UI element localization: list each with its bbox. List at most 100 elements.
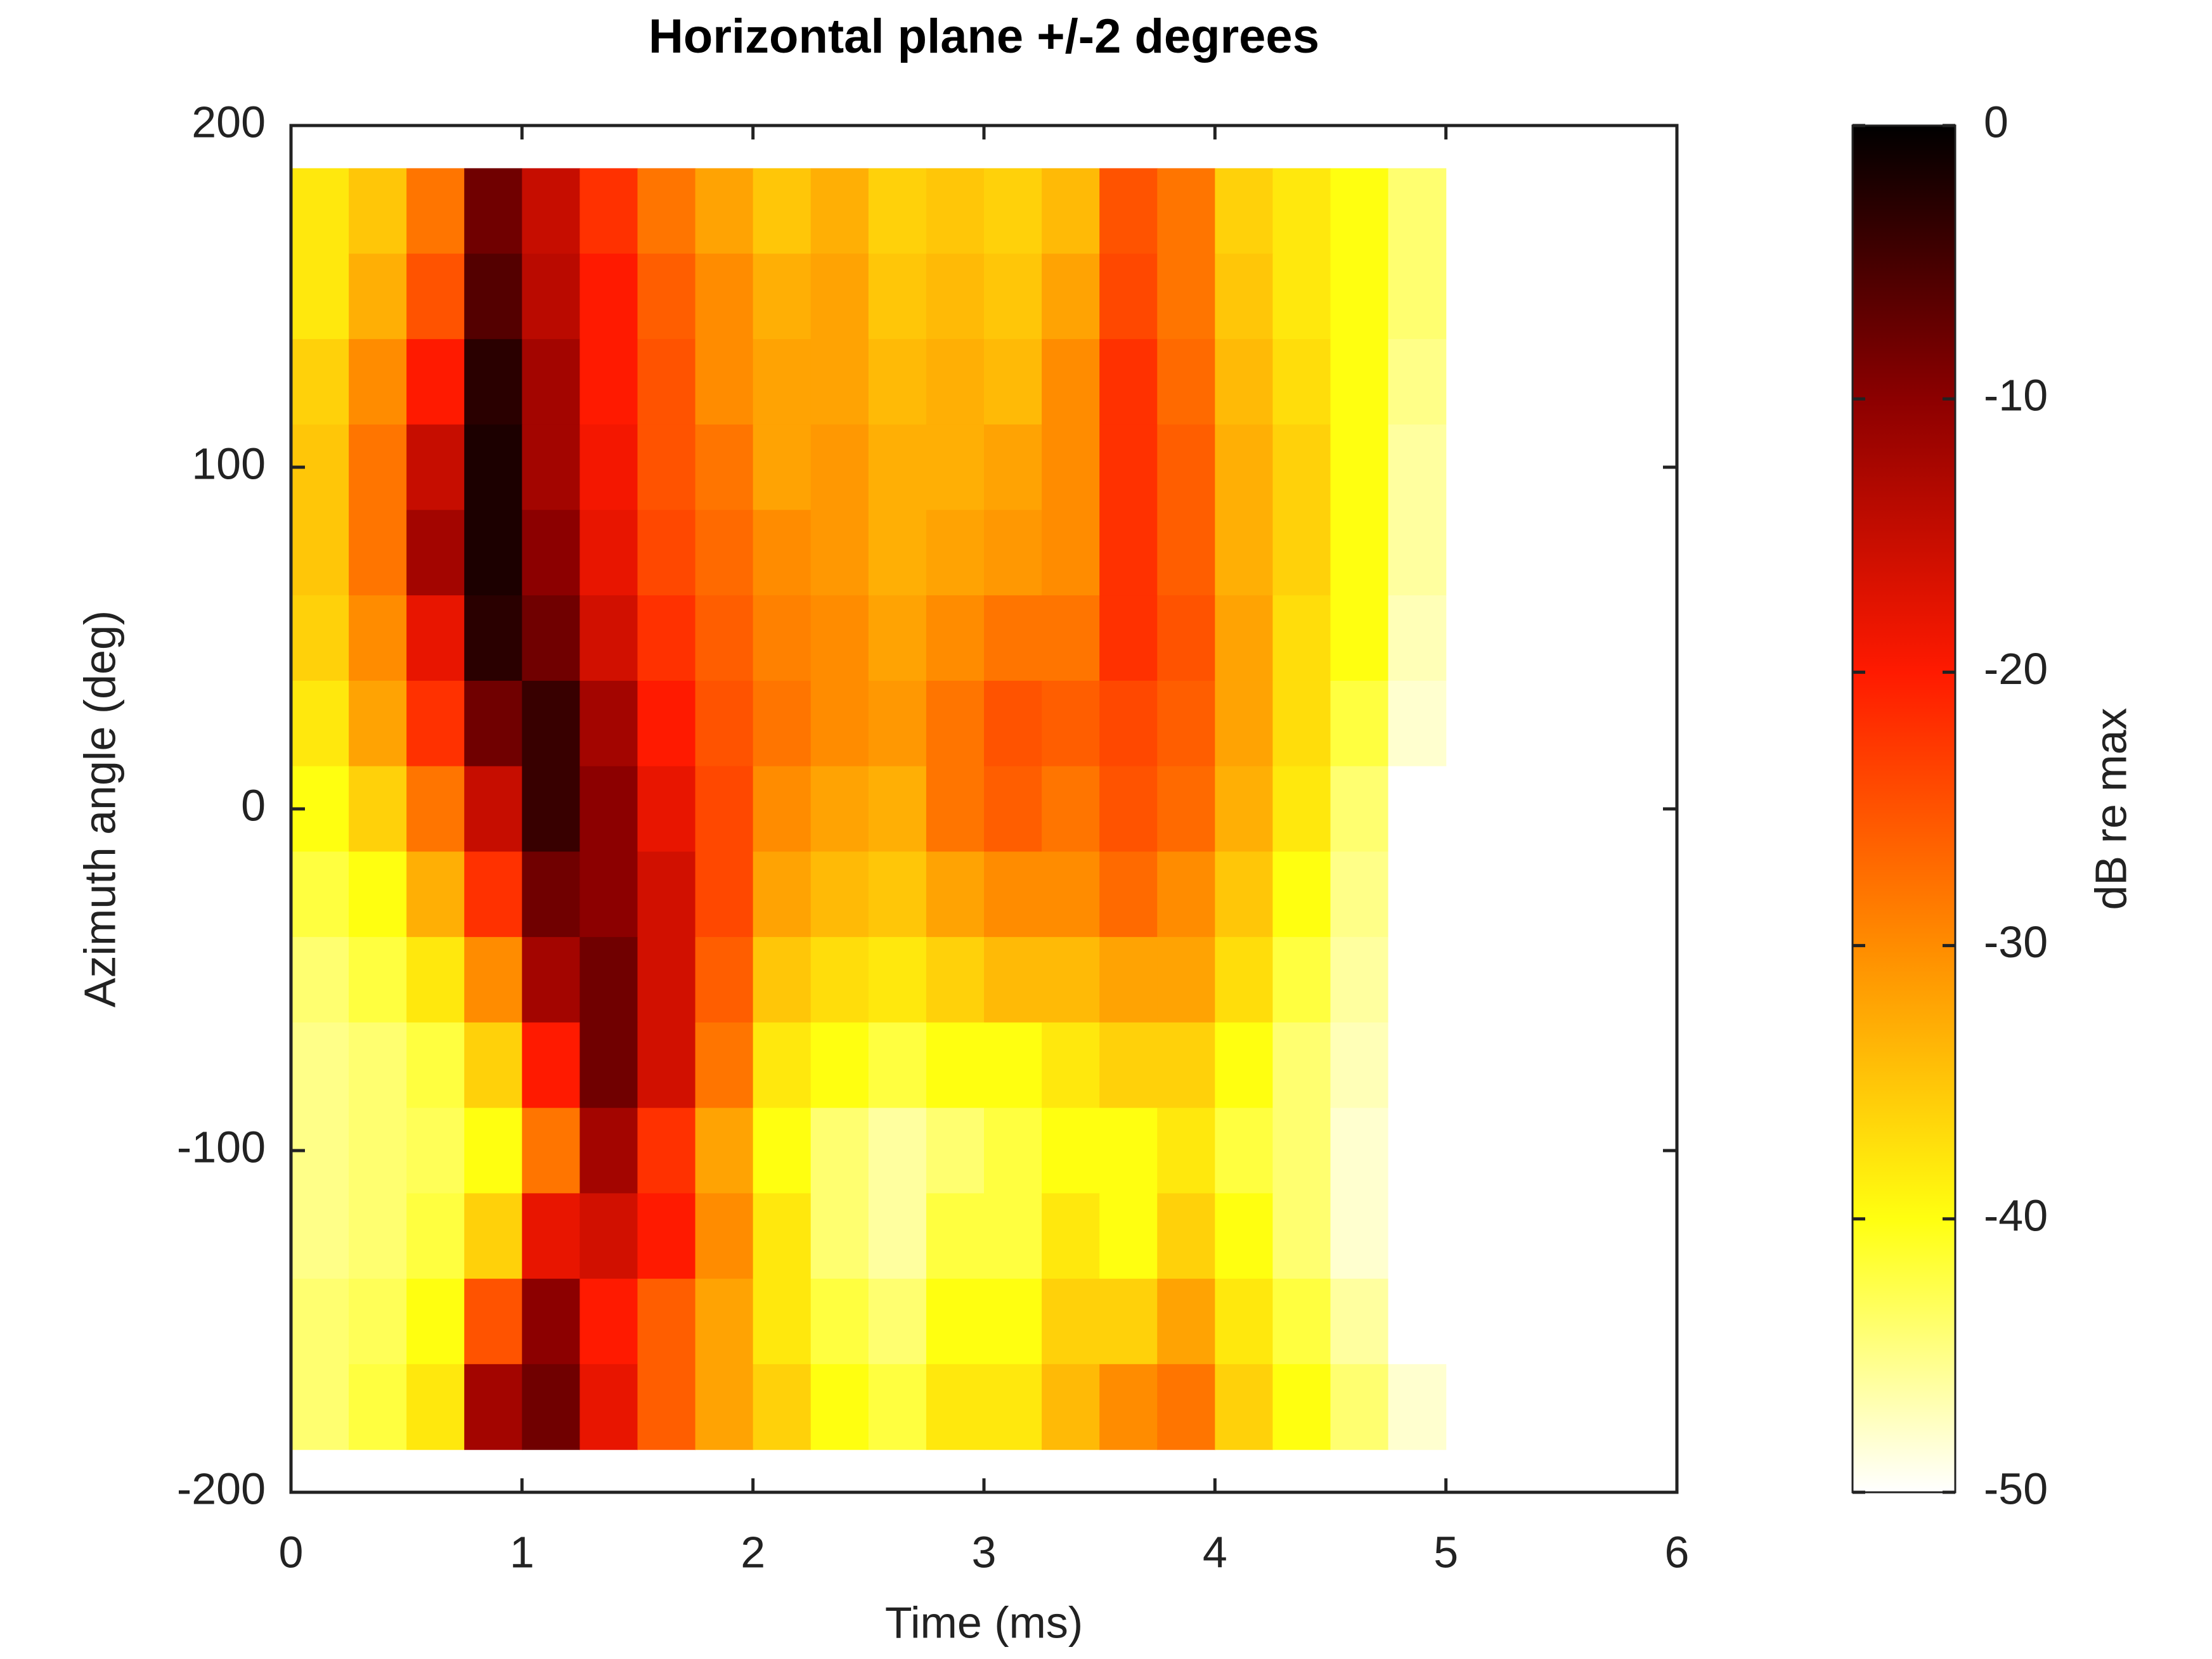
heatmap-cell bbox=[1099, 937, 1158, 1023]
heatmap-cell bbox=[984, 1279, 1042, 1365]
heatmap-cell bbox=[926, 1279, 985, 1365]
heatmap-cell bbox=[984, 1193, 1042, 1279]
heatmap-cell bbox=[1157, 1364, 1215, 1450]
heatmap-cell bbox=[464, 254, 522, 340]
heatmap-cell bbox=[1388, 680, 1447, 767]
x-tick-label: 0 bbox=[279, 1527, 304, 1577]
heatmap-cell bbox=[406, 510, 465, 596]
heatmap-cell bbox=[1215, 1364, 1274, 1450]
heatmap-cell bbox=[1330, 1107, 1389, 1194]
heatmap-cell bbox=[1388, 595, 1447, 681]
heatmap-cell bbox=[1272, 424, 1331, 510]
x-tick-label: 4 bbox=[1203, 1527, 1227, 1577]
heatmap-cell bbox=[579, 424, 638, 510]
heatmap-cell bbox=[926, 1364, 985, 1450]
heatmap-cell bbox=[464, 851, 522, 938]
heatmap-cell bbox=[1330, 1193, 1389, 1279]
heatmap-cell bbox=[291, 254, 349, 340]
heatmap-cell bbox=[406, 1279, 465, 1365]
heatmap-cell bbox=[291, 1193, 349, 1279]
heatmap-cell bbox=[868, 1279, 927, 1365]
heatmap-cell bbox=[1215, 1107, 1274, 1194]
heatmap-cell bbox=[406, 339, 465, 425]
heatmap-cell bbox=[868, 680, 927, 767]
heatmap-cell bbox=[522, 424, 581, 510]
heatmap-cell bbox=[1330, 339, 1389, 425]
heatmap-cell bbox=[406, 766, 465, 852]
heatmap-cell bbox=[522, 680, 581, 767]
heatmap-cell bbox=[637, 168, 696, 254]
heatmap-cell bbox=[753, 851, 812, 938]
heatmap-cell bbox=[810, 1107, 869, 1194]
heatmap-cell bbox=[1272, 937, 1331, 1023]
heatmap-cell bbox=[1099, 339, 1158, 425]
heatmap-cell bbox=[349, 1022, 407, 1109]
heatmap-cell bbox=[868, 510, 927, 596]
heatmap-cell bbox=[695, 254, 754, 340]
heatmap-cell bbox=[637, 1193, 696, 1279]
heatmap-cell bbox=[637, 254, 696, 340]
heatmap-cell bbox=[984, 1022, 1042, 1109]
heatmap-cell bbox=[349, 1364, 407, 1450]
heatmap-cell bbox=[810, 680, 869, 767]
heatmap-cell bbox=[1215, 254, 1274, 340]
heatmap-cell bbox=[1215, 424, 1274, 510]
heatmap-cell bbox=[868, 595, 927, 681]
heatmap-cell bbox=[464, 424, 522, 510]
heatmap-cell bbox=[349, 510, 407, 596]
heatmap-cell bbox=[579, 1107, 638, 1194]
heatmap-cell bbox=[464, 1107, 522, 1194]
heatmap-cell bbox=[1157, 766, 1215, 852]
heatmap-cell bbox=[1215, 851, 1274, 938]
heatmap-cell bbox=[1157, 937, 1215, 1023]
heatmap-cell bbox=[1272, 680, 1331, 767]
heatmap-cell bbox=[406, 424, 465, 510]
heatmap-cell bbox=[579, 766, 638, 852]
heatmap-cell bbox=[1330, 510, 1389, 596]
heatmap-cell bbox=[522, 851, 581, 938]
heatmap-cell bbox=[406, 254, 465, 340]
heatmap-cell bbox=[695, 1364, 754, 1450]
heatmap-cell bbox=[637, 339, 696, 425]
heatmap-cell bbox=[753, 680, 812, 767]
heatmap-cell bbox=[522, 1279, 581, 1365]
heatmap-cell bbox=[1388, 1364, 1447, 1450]
heatmap-cell bbox=[1157, 339, 1215, 425]
heatmap-cell bbox=[1215, 766, 1274, 852]
heatmap-cell bbox=[349, 1279, 407, 1365]
heatmap-cell bbox=[984, 766, 1042, 852]
heatmap-cell bbox=[1157, 1107, 1215, 1194]
heatmap-cell bbox=[349, 339, 407, 425]
heatmap-cell bbox=[695, 339, 754, 425]
heatmap-cell bbox=[1042, 595, 1100, 681]
heatmap-cell bbox=[522, 510, 581, 596]
heatmap-cell bbox=[1330, 766, 1389, 852]
heatmap-cell bbox=[1215, 339, 1274, 425]
heatmap-cell bbox=[1042, 510, 1100, 596]
heatmap-cell bbox=[1215, 168, 1274, 254]
heatmap-cell bbox=[1099, 851, 1158, 938]
heatmap-cell bbox=[1388, 851, 1447, 938]
heatmap-cell bbox=[406, 595, 465, 681]
colorbar bbox=[1851, 124, 1957, 1494]
heatmap-cell bbox=[1272, 1364, 1331, 1450]
heatmap-cell bbox=[695, 1022, 754, 1109]
heatmap-cell bbox=[579, 1193, 638, 1279]
heatmap-cell bbox=[291, 595, 349, 681]
heatmap-cell bbox=[522, 1364, 581, 1450]
heatmap-cell bbox=[868, 1364, 927, 1450]
heatmap-cell bbox=[637, 1022, 696, 1109]
x-tick-label: 5 bbox=[1433, 1527, 1458, 1577]
heatmap-cell bbox=[1272, 1279, 1331, 1365]
heatmap-cell bbox=[1157, 680, 1215, 767]
heatmap-cell bbox=[464, 1022, 522, 1109]
heatmap-cell bbox=[1388, 1279, 1447, 1365]
heatmap-cell bbox=[984, 168, 1042, 254]
heatmap-cell bbox=[1272, 1193, 1331, 1279]
heatmap-cell bbox=[695, 680, 754, 767]
heatmap-cell bbox=[753, 424, 812, 510]
heatmap-cell bbox=[810, 168, 869, 254]
heatmap-cell bbox=[753, 1279, 812, 1365]
heatmap-cell bbox=[695, 168, 754, 254]
